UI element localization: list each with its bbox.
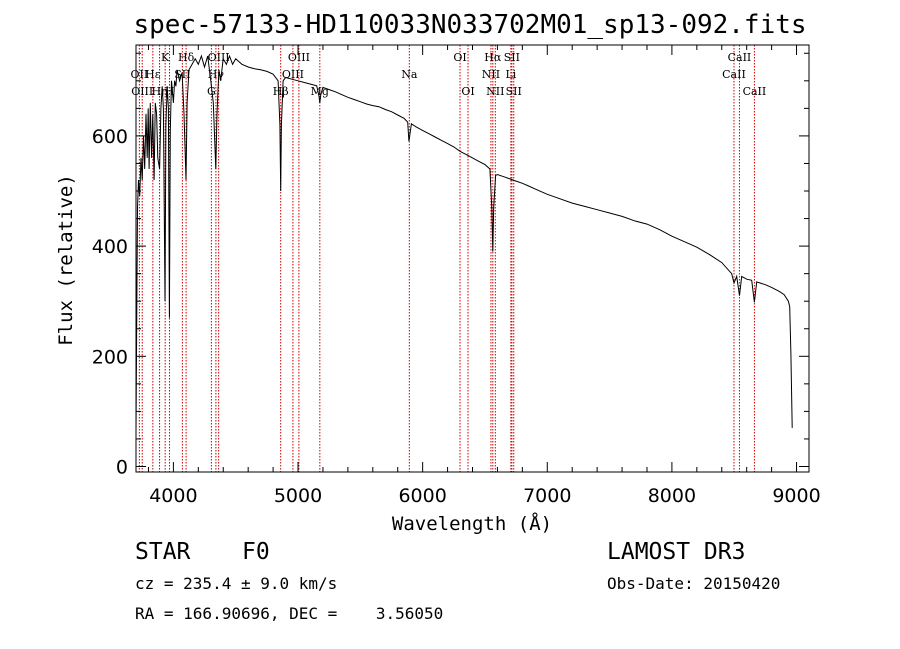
redshift-cz: cz = 235.4 ± 9.0 km/s — [135, 574, 338, 593]
x-tick-label: 6000 — [398, 485, 446, 507]
x-tick-label: 8000 — [648, 485, 696, 507]
object-class: STAR — [135, 539, 191, 565]
x-axis-label: Wavelength (Å) — [392, 512, 552, 535]
spectral-line-label: CaII — [728, 51, 752, 64]
observation-date: Obs-Date: 20150420 — [607, 574, 781, 593]
spectral-line-label: NII — [482, 68, 500, 81]
chart-title: spec-57133-HD110033N033702M01_sp13-092.f… — [133, 10, 806, 40]
spectral-line-label: OIII — [131, 85, 153, 98]
spectral-line-label: NII — [486, 85, 504, 98]
spectral-line-label: Hα — [484, 51, 502, 64]
spectral-line-label: Hε — [145, 68, 161, 81]
spectral-line-label: Hβ — [273, 85, 289, 98]
x-tick-label: 4000 — [149, 485, 197, 507]
spectral-line-label: Hδ — [178, 51, 195, 64]
spectral-subclass: F0 — [242, 539, 270, 565]
spectral-line-label: Na — [401, 68, 418, 81]
spectral-line-label: OIII — [208, 51, 230, 64]
spectral-line-label: OII — [131, 68, 149, 81]
coordinates: RA = 166.90696, DEC = 3.56050 — [135, 604, 444, 623]
spectral-line-label: OIII — [288, 51, 310, 64]
spectral-line-label: CaII — [722, 68, 746, 81]
spectral-line-label: K — [161, 51, 170, 64]
x-tick-label: 7000 — [523, 485, 571, 507]
spectral-line-label: G — [207, 85, 216, 98]
x-axis-ticks: 4000 5000 6000 7000 8000 9000 — [147, 45, 821, 507]
x-tick-label: 9000 — [772, 485, 820, 507]
y-tick-label: 200 — [92, 346, 128, 368]
spectral-line-label: SII — [504, 51, 520, 64]
y-tick-label: 400 — [92, 236, 128, 258]
spectral-line-label: H — [165, 85, 175, 98]
y-tick-label: 0 — [116, 456, 128, 478]
spectral-line-label: CaII — [743, 85, 767, 98]
spectral-line-label: Hη — [151, 85, 167, 98]
spectrum-series-line — [135, 54, 793, 434]
survey-name: LAMOST DR3 — [607, 539, 746, 565]
spectral-line-label: OI — [453, 51, 466, 64]
plot-frame — [135, 44, 810, 473]
spectral-line-label: SII — [506, 85, 522, 98]
x-tick-label: 5000 — [274, 485, 322, 507]
y-axis-label: Flux (relative) — [55, 174, 77, 346]
spectral-line-label: Mg — [311, 85, 329, 98]
y-tick-label: 600 — [92, 126, 128, 148]
spectral-line-label: Li — [505, 68, 516, 81]
y-axis-ticks: 0 200 400 600 — [92, 52, 809, 478]
spectral-line-label: OI — [461, 85, 474, 98]
spectral-line-markers — [138, 45, 755, 472]
